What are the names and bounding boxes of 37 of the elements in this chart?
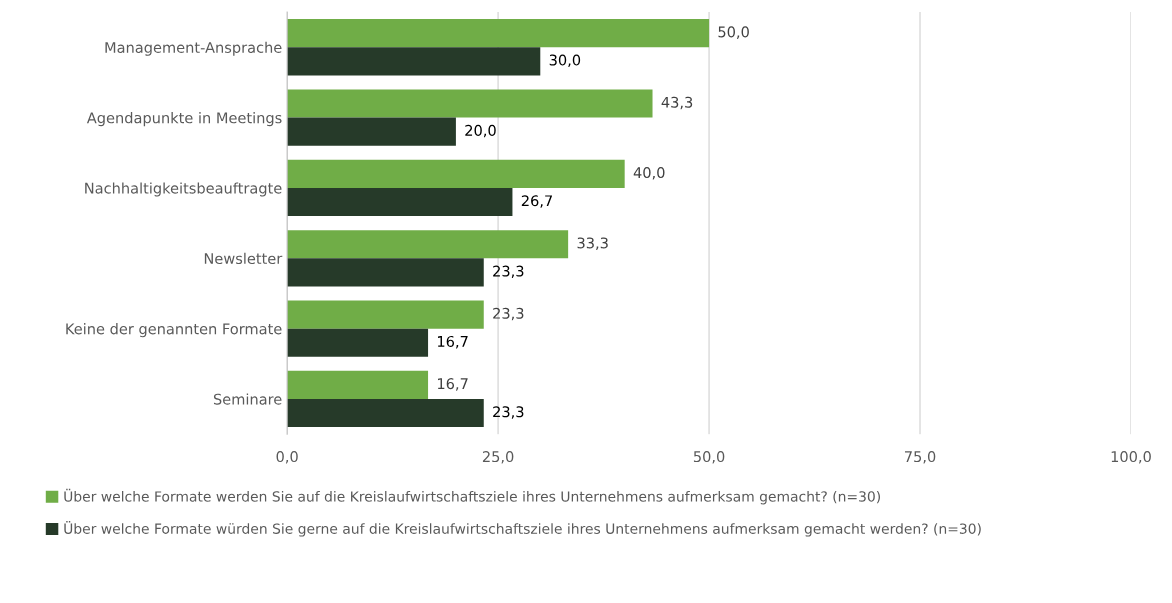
legend-label: Über welche Formate werden Sie auf die Kreislaufwirtschaftsziele ihres Unternehmens aufmerksam gemacht? (n=30) [64, 488, 880, 505]
bar [287, 328, 429, 357]
x-tick-label: 25,0 [482, 451, 514, 464]
data-label: 50,0 [718, 26, 749, 39]
bar [287, 117, 456, 146]
bar [287, 187, 513, 217]
y-tick-label: Nachhaltigkeitsbeauftragte [85, 182, 282, 197]
y-tick-label: Keine der genannten Formate [66, 323, 282, 338]
bar [287, 370, 429, 399]
bar [287, 230, 569, 259]
y-tick-label: Newsletter [204, 252, 283, 265]
bar [287, 19, 710, 48]
x-tick-label: 50,0 [693, 451, 725, 464]
data-label: 16,7 [438, 378, 468, 391]
x-tick-label: 75,0 [904, 451, 936, 464]
data-label: 20,0 [465, 124, 496, 138]
x-tick-label: 0,0 [276, 451, 298, 464]
bar [287, 159, 625, 188]
y-tick-label: Seminare [213, 393, 282, 405]
y-tick-label: Management-Ansprache [105, 41, 282, 56]
data-label: 16,7 [438, 335, 468, 349]
data-label: 33,3 [577, 237, 608, 250]
bar [287, 89, 653, 118]
data-label: 43,3 [661, 96, 693, 110]
bar [287, 47, 541, 76]
bar [287, 258, 484, 287]
y-tick-label: Agendapunkte in Meetings [86, 112, 282, 127]
bar [287, 398, 484, 428]
data-label: 30,0 [549, 54, 581, 68]
x-tick-label: 100,0 [1111, 451, 1151, 464]
bar [287, 300, 484, 329]
data-label: 23,3 [493, 265, 524, 279]
legend-label: Über welche Formate würden Sie gerne auf die Kreislaufwirtschaftsziele ihres Unternehmens aufmerksam gemacht werden? (n=30) [64, 521, 981, 537]
data-label: 23,3 [493, 307, 524, 321]
data-label: 40,0 [633, 167, 665, 180]
data-label: 23,3 [493, 406, 524, 419]
data-label: 26,7 [521, 195, 552, 208]
